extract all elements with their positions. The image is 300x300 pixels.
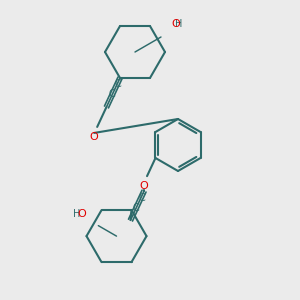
Text: H: H — [175, 19, 182, 29]
Text: O: O — [140, 181, 148, 191]
Text: O: O — [171, 19, 180, 29]
Text: H: H — [73, 209, 80, 219]
Text: C: C — [139, 193, 146, 202]
Text: C: C — [115, 80, 122, 89]
Text: O: O — [90, 132, 99, 142]
Text: O: O — [78, 209, 86, 219]
Text: C: C — [109, 89, 116, 100]
Text: C: C — [133, 202, 140, 213]
